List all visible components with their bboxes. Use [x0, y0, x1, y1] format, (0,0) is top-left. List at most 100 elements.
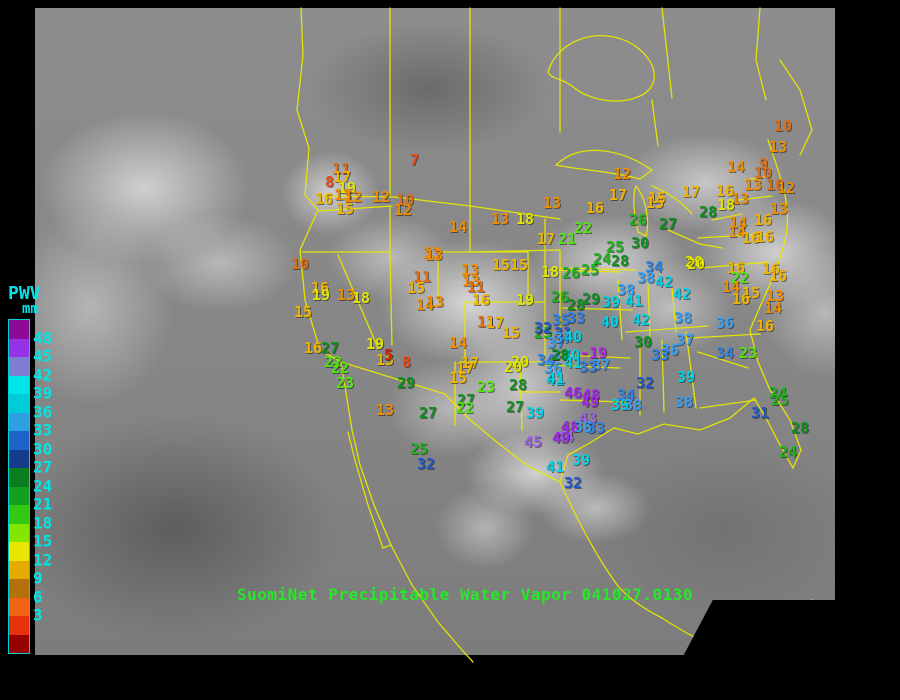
station-value: 23	[477, 378, 496, 396]
station-value: 12	[394, 201, 413, 219]
legend-label: 9	[33, 568, 43, 588]
station-value: 25	[771, 391, 790, 409]
legend-segment	[9, 412, 29, 431]
station-value: 27	[506, 398, 525, 416]
station-value: 15	[648, 189, 667, 207]
legend-segment	[9, 375, 29, 394]
station-value: 14	[764, 299, 783, 317]
station-value: 42	[673, 285, 692, 303]
station-value: 14	[416, 296, 435, 314]
station-value: 16	[304, 339, 323, 357]
legend-units: mm	[22, 301, 39, 317]
legend-segment	[9, 357, 29, 376]
station-value: 38	[675, 393, 694, 411]
station-value: 5	[384, 346, 394, 364]
canada-border	[317, 195, 561, 220]
station-value: 14	[729, 214, 748, 232]
station-value: 16	[762, 260, 781, 278]
west-coast-outline	[296, 7, 353, 431]
station-value: 9	[759, 155, 769, 173]
station-value: 48	[582, 386, 601, 404]
legend-label: 45	[33, 346, 53, 366]
legend-segment	[9, 394, 29, 413]
legend-label: 12	[33, 550, 53, 570]
station-value: 37	[592, 356, 611, 374]
station-value: 20	[504, 358, 523, 376]
station-value: 13	[423, 244, 442, 262]
station-value: 22	[731, 269, 750, 287]
station-value: 41	[564, 354, 583, 372]
legend-label: 30	[33, 439, 53, 459]
product-caption: SuomiNet Precipitable Water Vapor 041027…	[237, 585, 693, 604]
station-value: 26	[551, 288, 570, 306]
legend-segment	[9, 579, 29, 598]
station-value: 26	[562, 264, 581, 282]
station-value: 39	[611, 396, 630, 414]
station-value: 12	[613, 165, 632, 183]
lake-michigan	[633, 185, 649, 237]
station-value: 38	[674, 309, 693, 327]
station-value: 10	[291, 255, 310, 273]
station-value: 18	[541, 263, 560, 281]
station-value: 15	[742, 284, 761, 302]
mexico-west-coast	[390, 544, 474, 663]
station-value: 11	[413, 268, 432, 286]
station-value: 12	[344, 188, 363, 206]
legend-label: 6	[33, 587, 43, 607]
station-value: 14	[449, 334, 468, 352]
station-value: -19	[580, 344, 608, 362]
station-value: 13	[770, 200, 789, 218]
mexico-east-coast	[559, 481, 663, 619]
station-value: 17	[456, 359, 475, 377]
legend-segment	[9, 560, 29, 579]
station-value: 37	[547, 334, 566, 352]
station-value: 18	[717, 196, 736, 214]
legend-segment	[9, 542, 29, 561]
gulf-coast	[559, 397, 755, 483]
station-value: 25	[581, 261, 600, 279]
station-value: 33	[651, 346, 670, 364]
legend-label: 33	[33, 420, 53, 440]
station-value: 22	[324, 353, 343, 371]
station-value: 15	[510, 256, 529, 274]
station-value: 20	[685, 253, 704, 271]
legend-segment	[9, 523, 29, 542]
station-value: 17	[461, 354, 480, 372]
station-value: 18	[516, 210, 535, 228]
state-lines-plains	[469, 218, 637, 403]
legend-label: 39	[33, 383, 53, 403]
legend-label: 24	[33, 476, 53, 496]
station-value: 37	[676, 331, 695, 349]
station-value: 16	[756, 228, 775, 246]
station-value: 27	[419, 404, 438, 422]
station-value: 13	[461, 261, 480, 279]
hudson-bay	[547, 35, 655, 102]
station-value: 41	[625, 292, 644, 310]
station-value: 13	[731, 190, 750, 208]
station-value: 32	[534, 319, 553, 337]
station-value: 31	[751, 404, 770, 422]
station-value: 7	[410, 151, 420, 169]
satellite-image	[35, 8, 835, 655]
station-value: 15	[376, 351, 395, 369]
station-value: 16	[716, 182, 735, 200]
station-value: 8	[325, 173, 335, 191]
station-value: 32	[417, 455, 436, 473]
legend-label: 18	[33, 513, 53, 533]
station-value: 15	[407, 279, 426, 297]
legend-segment	[9, 431, 29, 450]
station-value: 14	[722, 278, 741, 296]
station-value: 24	[769, 384, 788, 402]
station-value: 42	[655, 273, 674, 291]
station-value: 22	[574, 219, 593, 237]
legend-label: 42	[33, 365, 53, 385]
station-value: 22	[456, 399, 475, 417]
station-value: 42	[632, 311, 651, 329]
station-value: 10	[754, 164, 773, 182]
station-value: 49	[552, 429, 571, 447]
station-value: 20	[511, 353, 530, 371]
station-value: 10	[766, 176, 785, 194]
station-value: 21	[558, 230, 577, 248]
